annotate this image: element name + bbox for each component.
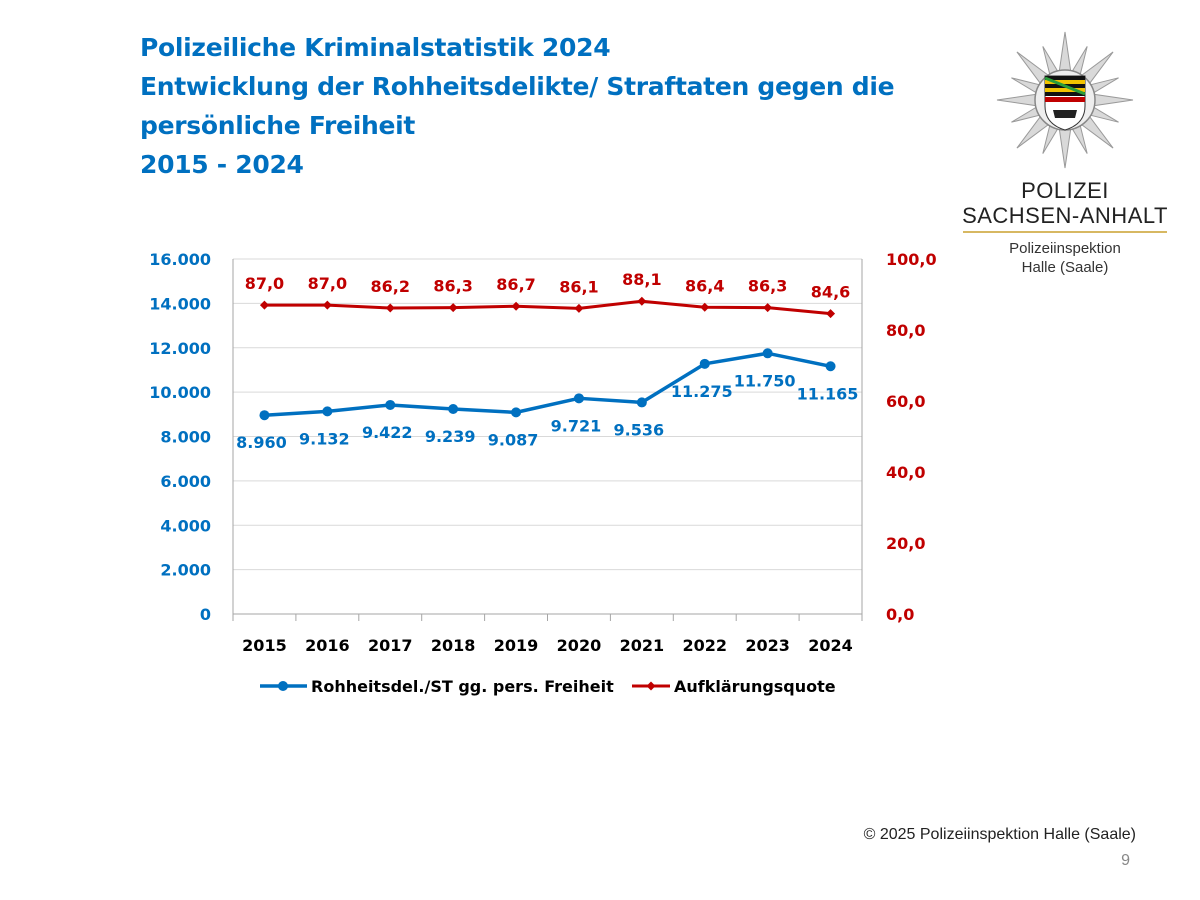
aufklaerungsquote-data-label: 86,3: [433, 277, 472, 296]
org-divider: [963, 231, 1167, 233]
rohheitsdelikte-data-label: 9.132: [299, 429, 350, 448]
rohheitsdelikte-data-label: 9.239: [425, 427, 476, 446]
y-left-tick-label: 0: [200, 605, 211, 624]
y-left-tick-label: 8.000: [160, 428, 211, 447]
y-left-tick-label: 4.000: [160, 516, 211, 535]
series-line-rohheitsdelikte: [264, 351, 831, 417]
title-line-3: persönliche Freiheit: [140, 111, 416, 140]
rohheitsdelikte-point: [762, 348, 773, 359]
title-line-2: Entwicklung der Rohheitsdelikte/ Strafta…: [140, 72, 895, 101]
y-right-tick-label: 40,0: [886, 463, 925, 482]
y-left-tick-label: 2.000: [160, 561, 211, 580]
y-left-tick-label: 6.000: [160, 472, 211, 491]
x-tick-label: 2016: [305, 636, 350, 655]
aufklaerungsquote-data-label: 87,0: [308, 274, 347, 293]
y-right-tick-label: 0,0: [886, 605, 914, 624]
aufklaerungsquote-point: [259, 300, 269, 310]
x-tick-label: 2015: [242, 636, 287, 655]
rohheitsdelikte-data-label: 8.960: [236, 433, 287, 452]
aufklaerungsquote-data-label: 84,6: [811, 283, 850, 302]
y-left-tick-label: 16.000: [149, 250, 211, 269]
page-number: 9: [1121, 852, 1130, 869]
x-tick-label: 2024: [808, 636, 853, 655]
page-title: Polizeiliche Kriminalstatistik 2024 Entw…: [140, 28, 920, 184]
aufklaerungsquote-data-label: 86,3: [748, 277, 787, 296]
copyright-text: © 2025 Polizeiinspektion Halle (Saale): [863, 826, 1136, 843]
y-left-tick-label: 12.000: [149, 339, 211, 358]
y-right-tick-label: 60,0: [886, 392, 925, 411]
rohheitsdelikte-point: [825, 361, 836, 372]
title-line-4: 2015 - 2024: [140, 150, 304, 179]
y-left-tick-label: 14.000: [149, 294, 211, 313]
rohheitsdelikte-point: [259, 410, 270, 421]
legend-label-aufklaerungsquote: Aufklärungsquote: [674, 677, 836, 696]
x-tick-label: 2017: [368, 636, 413, 655]
y-right-tick-label: 20,0: [886, 534, 925, 553]
title-line-1: Polizeiliche Kriminalstatistik 2024: [140, 33, 611, 62]
aufklaerungsquote-data-label: 87,0: [245, 274, 284, 293]
legend-marker-aufklaerungsquote: [646, 681, 656, 691]
rohheitsdelikte-point: [322, 406, 333, 417]
x-tick-label: 2019: [494, 636, 539, 655]
rohheitsdelikte-data-label: 9.087: [488, 430, 539, 449]
rohheitsdelikte-point: [699, 358, 710, 369]
legend-marker-rohheitsdelikte: [278, 681, 288, 691]
aufklaerungsquote-point: [763, 303, 773, 313]
aufklaerungsquote-point: [700, 302, 710, 312]
y-right-tick-label: 100,0: [886, 250, 937, 269]
aufklaerungsquote-point: [637, 296, 647, 306]
rohheitsdelikte-data-label: 9.721: [551, 416, 602, 435]
x-tick-label: 2020: [557, 636, 602, 655]
rohheitsdelikte-data-label: 11.165: [797, 384, 859, 403]
org-name-line1: POLIZEI: [1021, 178, 1109, 203]
rohheitsdelikte-point: [385, 399, 396, 410]
series-line-aufklaerungsquote: [264, 299, 831, 316]
rohheitsdelikte-data-label: 9.422: [362, 423, 413, 442]
x-tick-label: 2023: [745, 636, 790, 655]
aufklaerungsquote-point: [385, 303, 395, 313]
police-logo: POLIZEI SACHSEN-ANHALT Polizeiinspektion…: [955, 30, 1175, 290]
aufklaerungsquote-data-label: 86,4: [685, 276, 724, 295]
y-right-tick-label: 80,0: [886, 321, 925, 340]
aufklaerungsquote-data-label: 86,1: [559, 277, 598, 296]
aufklaerungsquote-data-label: 86,7: [496, 275, 535, 294]
rohheitsdelikte-point: [448, 404, 459, 415]
aufklaerungsquote-data-label: 86,2: [371, 277, 410, 296]
rohheitsdelikte-point: [636, 397, 647, 408]
org-sub-line2: Halle (Saale): [1021, 259, 1109, 276]
org-name-line2: SACHSEN-ANHALT: [962, 203, 1168, 228]
y-left-tick-label: 10.000: [149, 383, 211, 402]
aufklaerungsquote-point: [448, 303, 458, 313]
rohheitsdelikte-data-label: 11.275: [671, 382, 733, 401]
legend-label-rohheitsdelikte: Rohheitsdel./ST gg. pers. Freiheit: [311, 677, 614, 696]
rohheitsdelikte-point: [573, 393, 584, 404]
rohheitsdelikte-data-label: 11.750: [734, 371, 796, 390]
aufklaerungsquote-point: [511, 301, 521, 311]
aufklaerungsquote-point: [826, 309, 836, 319]
aufklaerungsquote-data-label: 88,1: [622, 270, 661, 289]
x-tick-label: 2021: [620, 636, 665, 655]
rohheitsdelikte-data-label: 9.536: [614, 420, 665, 439]
police-star-badge-icon: [996, 31, 1134, 169]
aufklaerungsquote-point: [322, 300, 332, 310]
line-chart: 0 2.000 4.000 6.000 8.000 10.000 12.000 14.000 1…: [149, 250, 937, 696]
x-tick-label: 2022: [682, 636, 727, 655]
org-sub-line1: Polizeiinspektion: [1009, 240, 1121, 257]
rohheitsdelikte-point: [511, 407, 522, 418]
aufklaerungsquote-point: [574, 303, 584, 313]
x-tick-label: 2018: [431, 636, 476, 655]
